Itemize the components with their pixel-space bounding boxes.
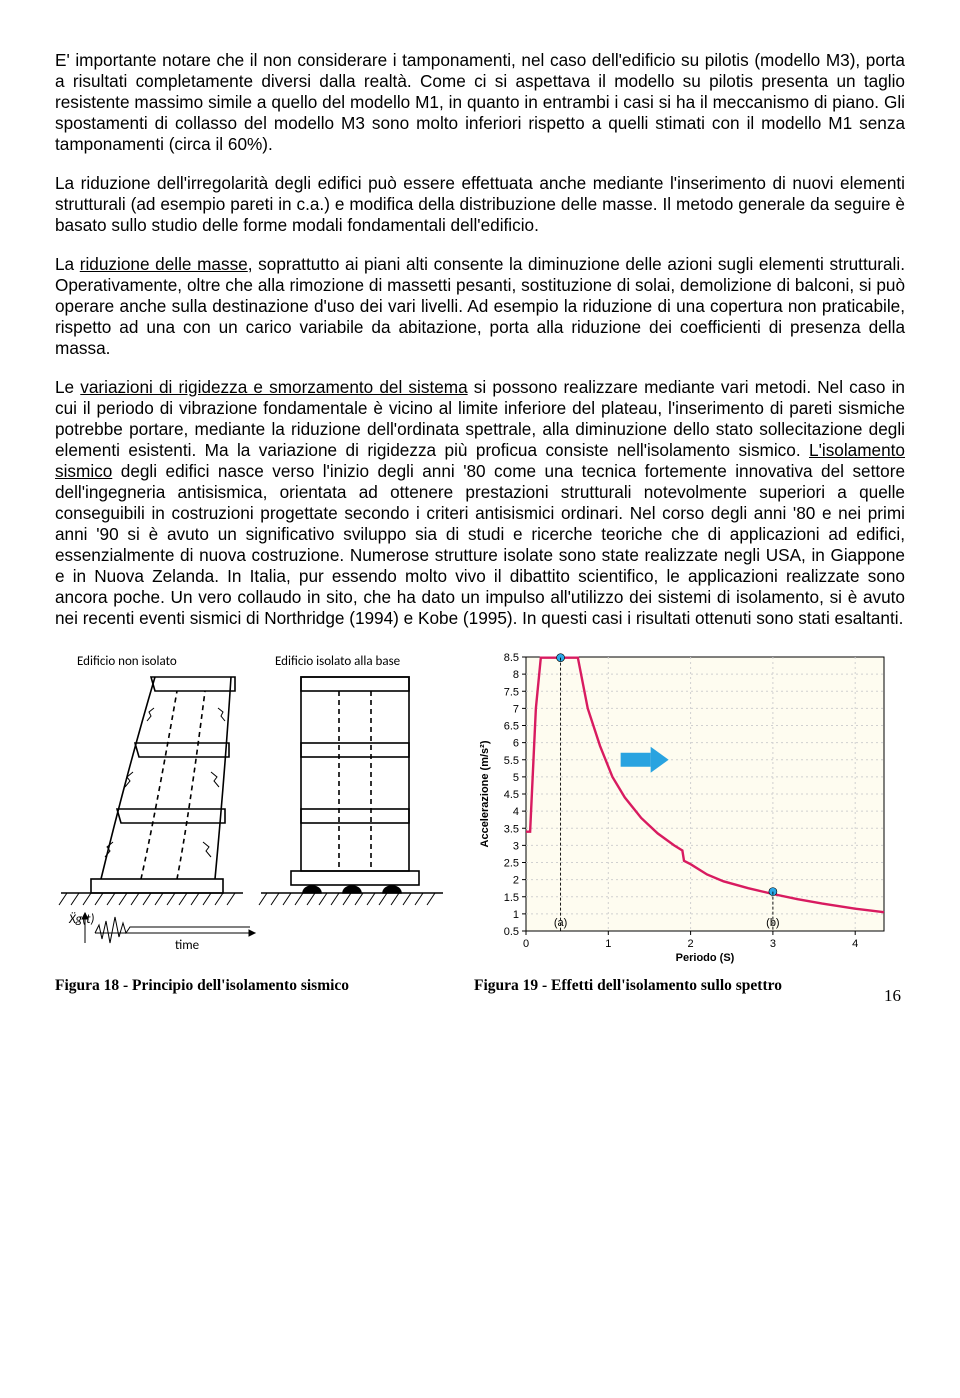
svg-text:7.5: 7.5: [504, 686, 519, 698]
svg-text:7: 7: [513, 703, 519, 715]
svg-text:2.5: 2.5: [504, 857, 519, 869]
svg-text:8: 8: [513, 669, 519, 681]
svg-text:Periodo (S): Periodo (S): [676, 952, 735, 964]
paragraph-4: Le variazioni di rigidezza e smorzamento…: [55, 377, 905, 629]
svg-text:4.5: 4.5: [504, 789, 519, 801]
svg-text:1: 1: [513, 908, 519, 920]
svg-text:0.5: 0.5: [504, 926, 519, 938]
underline-stiffness: variazioni di rigidezza e smorzamento de…: [80, 377, 467, 397]
paragraph-3: La riduzione delle masse, soprattutto ai…: [55, 254, 905, 359]
svg-text:(b): (b): [766, 917, 779, 929]
svg-text:6: 6: [513, 737, 519, 749]
svg-text:5.5: 5.5: [504, 754, 519, 766]
svg-text:2: 2: [688, 938, 694, 950]
paragraph-1: E' importante notare che il non consider…: [55, 50, 905, 155]
label-right: Edificio isolato alla base: [275, 654, 400, 669]
isolation-diagram: Edificio non isolato Edificio isolato al…: [55, 647, 450, 967]
figure-19: 0 1 2 3 4 0.5 1 1.5 2 2.5 3 3.5 4 4.5 5 5.5 6 6.5 7 7.5 8 8.5…: [474, 647, 894, 996]
svg-text:3: 3: [513, 840, 519, 852]
label-left: Edificio non isolato: [77, 654, 177, 669]
figure-19-caption: Figura 19 - Effetti dell'isolamento sull…: [474, 977, 894, 996]
figure-18-caption: Figura 18 - Principio dell'isolamento si…: [55, 977, 450, 996]
svg-text:Accelerazione (m/s²): Accelerazione (m/s²): [479, 740, 491, 847]
svg-text:3: 3: [770, 938, 776, 950]
svg-text:5: 5: [513, 771, 519, 783]
svg-text:1.5: 1.5: [504, 891, 519, 903]
svg-text:8.5: 8.5: [504, 652, 519, 664]
svg-text:2: 2: [513, 874, 519, 886]
svg-text:4: 4: [852, 938, 858, 950]
svg-text:0: 0: [523, 938, 529, 950]
paragraph-2: La riduzione dell'irregolarità degli edi…: [55, 173, 905, 236]
svg-text:(a): (a): [554, 917, 567, 929]
figure-18: Edificio non isolato Edificio isolato al…: [55, 647, 450, 996]
svg-text:4: 4: [513, 806, 519, 818]
underline-masses: riduzione delle masse: [80, 254, 248, 274]
svg-text:time: time: [175, 938, 199, 953]
svg-text:6.5: 6.5: [504, 720, 519, 732]
svg-text:3.5: 3.5: [504, 823, 519, 835]
svg-text:1: 1: [605, 938, 611, 950]
spectrum-chart: 0 1 2 3 4 0.5 1 1.5 2 2.5 3 3.5 4 4.5 5 5.5 6 6.5 7 7.5 8 8.5…: [474, 647, 894, 967]
